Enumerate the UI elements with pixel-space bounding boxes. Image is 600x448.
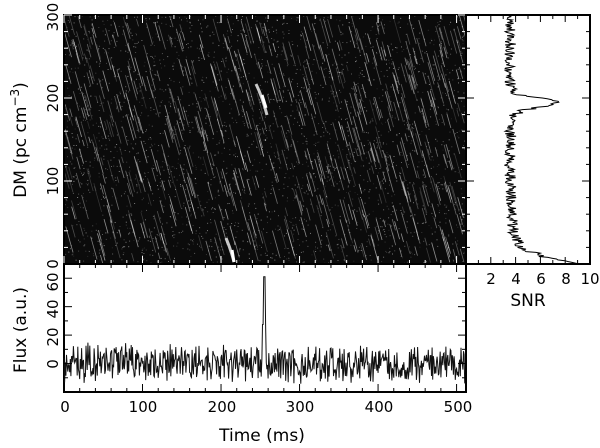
time-tick-200: 200 [208,398,237,416]
snr-tick-2: 2 [486,270,496,288]
dm-axis-label: DM (pc cm−3) [8,82,31,198]
dm-tick-200: 200 [44,84,62,113]
time-tick-labels: 0 100 200 300 400 500 [60,398,472,416]
time-tick-400: 400 [365,398,394,416]
time-tick-300: 300 [286,398,315,416]
flux-tick-labels: 0 20 40 60 [44,272,62,368]
flux-panel [63,263,467,393]
dm-tick-0: 0 [44,259,62,269]
snr-axis-label: SNR [510,291,546,311]
snr-tick-10: 10 [580,270,599,288]
flux-tick-0: 0 [44,359,62,369]
time-axis-label: Time (ms) [218,426,305,446]
snr-ticks [466,14,591,265]
time-tick-100: 100 [129,398,158,416]
snr-tick-6: 6 [536,270,546,288]
flux-tick-20: 20 [44,327,62,346]
dm-tick-labels: 0 100 200 300 [44,3,62,269]
snr-tick-labels: 2 4 6 8 10 [486,270,599,288]
flux-curve [63,276,466,384]
snr-curve [503,14,581,265]
burst-signal [224,83,269,263]
snr-panel [465,14,591,265]
waterfall-panel [63,14,467,265]
dm-tick-100: 100 [44,167,62,196]
time-tick-0: 0 [60,398,70,416]
flux-tick-60: 60 [44,272,62,291]
flux-axis-label: Flux (a.u.) [11,287,31,373]
time-tick-500: 500 [444,398,473,416]
snr-tick-8: 8 [561,270,571,288]
noise-streaks [63,14,467,265]
snr-tick-4: 4 [511,270,521,288]
flux-ticks [63,264,466,392]
flux-tick-40: 40 [44,299,62,318]
dm-tick-300: 300 [44,3,62,32]
